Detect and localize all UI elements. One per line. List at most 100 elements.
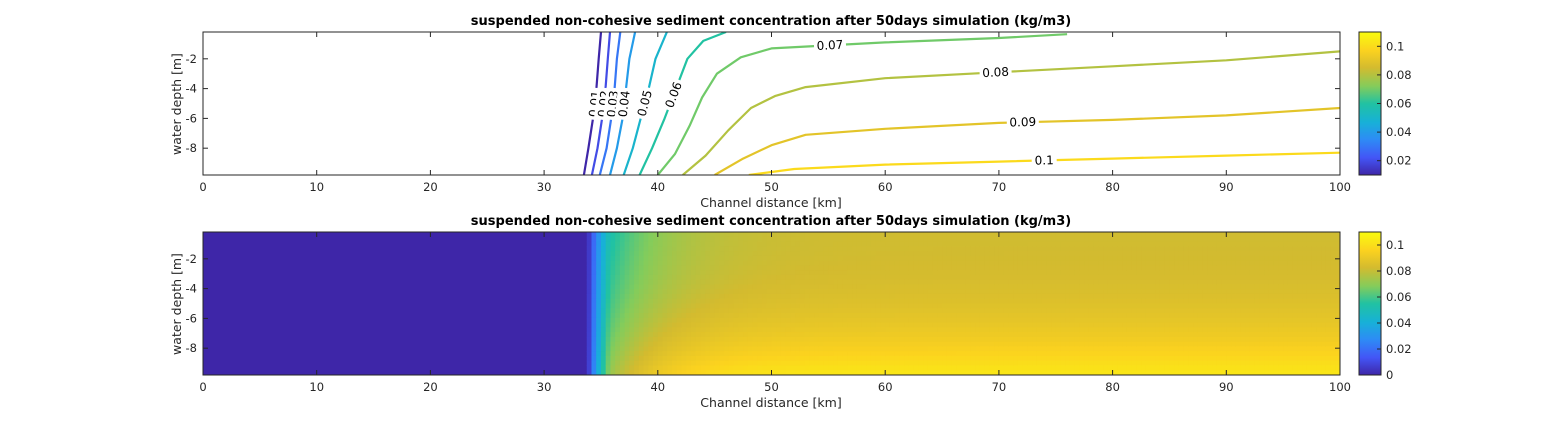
heatmap-cell <box>785 265 792 271</box>
heatmap-cell <box>600 308 607 314</box>
heatmap-cell <box>889 293 896 300</box>
heatmap-cell <box>662 332 668 338</box>
heatmap-cell <box>624 360 630 367</box>
heatmap-cell <box>1287 284 1294 290</box>
heatmap-cell <box>1330 232 1336 238</box>
heatmap-cell <box>605 246 612 252</box>
heatmap-cell <box>1022 265 1028 271</box>
heatmap-cell <box>875 284 882 290</box>
heatmap-cell <box>833 289 839 295</box>
heatmap-cell <box>1022 346 1028 352</box>
heatmap-cell <box>1321 279 1327 286</box>
heatmap-cell <box>1193 346 1199 352</box>
heatmap-cell <box>1098 236 1104 243</box>
heatmap-cell <box>975 293 981 300</box>
heatmap-cell <box>591 365 597 371</box>
heatmap-cell <box>994 351 1000 357</box>
heatmap-cell <box>709 303 716 309</box>
heatmap-cell <box>1302 365 1308 371</box>
heatmap-cell <box>1027 284 1033 290</box>
heatmap-cell <box>1287 274 1294 281</box>
heatmap-cell <box>1221 270 1227 276</box>
heatmap-cell <box>1065 284 1071 290</box>
heatmap-cell <box>700 355 706 362</box>
heatmap-cell <box>1259 322 1265 328</box>
heatmap-cell <box>1278 317 1284 324</box>
heatmap-cell <box>610 370 616 375</box>
heatmap-cell <box>1330 270 1336 276</box>
heatmap-cell <box>672 360 678 367</box>
heatmap-cell <box>790 270 796 276</box>
heatmap-cell <box>1207 332 1213 338</box>
heatmap-cell <box>1074 298 1081 305</box>
heatmap-cell <box>624 289 630 295</box>
heatmap-cell <box>875 270 882 276</box>
heatmap-cell <box>733 270 739 276</box>
heatmap-cell <box>951 279 957 286</box>
heatmap-cell <box>1178 327 1185 333</box>
heatmap-cell <box>998 303 1005 309</box>
heatmap-cell <box>1278 293 1284 300</box>
heatmap-cell <box>1051 260 1057 266</box>
heatmap-cell <box>1017 303 1024 309</box>
heatmap-cell <box>870 351 877 357</box>
heatmap-cell <box>1240 322 1246 328</box>
heatmap-cell <box>1131 341 1137 347</box>
heatmap-cell <box>1036 313 1043 319</box>
heatmap-cell <box>984 279 991 286</box>
heatmap-cell <box>1155 365 1161 371</box>
heatmap-cell <box>1216 265 1223 271</box>
heatmap-cell <box>1079 270 1085 276</box>
heatmap-cell <box>1051 251 1057 257</box>
heatmap-cell <box>690 365 697 371</box>
heatmap-cell <box>686 308 692 314</box>
heatmap-cell <box>818 232 825 238</box>
heatmap-cell <box>776 289 782 295</box>
heatmap-cell <box>842 236 848 243</box>
heatmap-cell <box>1283 298 1289 305</box>
heatmap-cell <box>714 241 720 247</box>
heatmap-cell <box>946 274 953 281</box>
heatmap-cell <box>681 365 687 371</box>
heatmap-cell <box>790 251 796 257</box>
heatmap-cell <box>908 332 915 338</box>
heatmap-cell <box>662 298 668 305</box>
heatmap-cell <box>686 298 692 305</box>
heatmap-cell <box>880 251 886 257</box>
heatmap-cell <box>889 355 896 362</box>
heatmap-cell <box>908 313 915 319</box>
heatmap-cell <box>757 236 763 243</box>
heatmap-cell <box>653 246 659 252</box>
heatmap-cell <box>804 360 810 367</box>
heatmap-cell <box>1131 355 1137 362</box>
heatmap-cell <box>662 251 668 257</box>
heatmap-xtick-label: 50 <box>764 380 779 394</box>
heatmap-cell <box>643 232 649 238</box>
heatmap-cell <box>747 351 754 357</box>
heatmap-cell <box>818 327 825 333</box>
heatmap-cell <box>1245 313 1251 319</box>
heatmap-cell <box>1325 313 1332 319</box>
heatmap-cell <box>908 284 915 290</box>
heatmap-cell <box>837 265 844 271</box>
heatmap-cell <box>899 336 905 343</box>
heatmap-cell <box>894 293 901 300</box>
heatmap-cell <box>709 317 716 324</box>
heatmap-cell <box>1041 241 1047 247</box>
heatmap-cell <box>923 265 929 271</box>
heatmap-cell <box>719 313 725 319</box>
heatmap-cell <box>937 251 943 257</box>
heatmap-cell <box>672 251 678 257</box>
heatmap-cell <box>667 360 673 367</box>
heatmap-cell <box>937 336 943 343</box>
heatmap-cell <box>823 308 829 314</box>
heatmap-cell <box>927 303 934 309</box>
heatmap-cell <box>989 303 995 309</box>
heatmap-cell <box>1017 241 1024 247</box>
heatmap-cell <box>771 246 777 252</box>
heatmap-cell <box>1022 284 1028 290</box>
heatmap-cell <box>724 317 730 324</box>
heatmap-cell <box>634 346 640 352</box>
heatmap-plot-frame <box>202 231 1341 376</box>
heatmap-cell <box>1169 236 1175 243</box>
